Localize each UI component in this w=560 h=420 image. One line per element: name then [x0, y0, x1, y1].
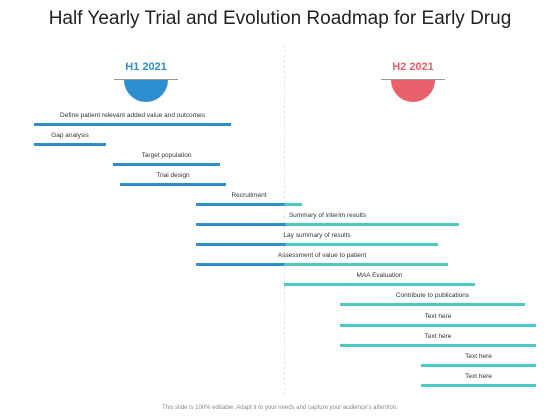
task-bar	[34, 123, 231, 126]
page-title: Half Yearly Trial and Evolution Roadmap …	[48, 8, 512, 29]
task-bar	[340, 344, 536, 347]
period-rule	[381, 79, 445, 80]
task-label: Text here	[424, 313, 452, 320]
task-label: Lay summary of results	[283, 232, 351, 239]
task-bar	[196, 243, 438, 246]
task-row: Contribute to publications	[340, 292, 525, 308]
task-label: Target population	[141, 152, 192, 159]
task-row: Text here	[421, 353, 536, 369]
task-label: Gap analysis	[51, 132, 89, 139]
task-row: Define patient relevant added value and …	[34, 112, 231, 128]
task-row: Text here	[421, 373, 536, 389]
half-divider	[284, 45, 285, 395]
period-marker	[391, 80, 435, 102]
task-row: Text here	[340, 333, 536, 349]
task-bar	[120, 183, 226, 186]
task-label: MAA Evaluation	[356, 272, 403, 279]
task-bar	[196, 263, 448, 266]
task-label: Text here	[465, 373, 492, 380]
task-row: Assessment of value to patient	[196, 252, 448, 268]
task-bar	[113, 163, 220, 166]
task-row: Target population	[113, 152, 220, 168]
task-label: Recruitment	[231, 192, 267, 199]
task-bar	[196, 223, 459, 226]
task-label: Assessment of value to patient	[277, 252, 367, 259]
task-label: Text here	[465, 353, 492, 360]
task-row: MAA Evaluation	[284, 272, 475, 288]
task-row: Summary of interim results	[196, 212, 459, 228]
task-bar	[340, 324, 536, 327]
task-bar	[421, 364, 536, 367]
task-row: Recruitment	[196, 192, 302, 208]
task-label: Trial design	[156, 172, 190, 179]
task-bar	[284, 283, 475, 286]
task-bar	[340, 303, 525, 306]
period-h2: H2 2021	[381, 45, 445, 105]
period-h1: H1 2021	[114, 45, 178, 105]
task-label: Summary of interim results	[288, 212, 367, 219]
task-label: Define patient relevant added value and …	[60, 112, 205, 119]
task-row: Text here	[340, 313, 536, 329]
period-label: H1 2021	[125, 61, 167, 73]
task-label: Contribute to publications	[395, 292, 470, 299]
period-marker	[124, 80, 168, 102]
task-bar	[421, 384, 536, 387]
footer-note: This slide is 100% editable. Adapt it to…	[162, 405, 398, 411]
task-label: Text here	[424, 333, 452, 340]
period-label: H2 2021	[392, 61, 434, 73]
period-rule	[114, 79, 178, 80]
task-row: Gap analysis	[34, 132, 106, 148]
task-row: Lay summary of results	[196, 232, 438, 248]
task-bar	[34, 143, 106, 146]
task-row: Trial design	[120, 172, 226, 188]
task-bar	[196, 203, 302, 206]
